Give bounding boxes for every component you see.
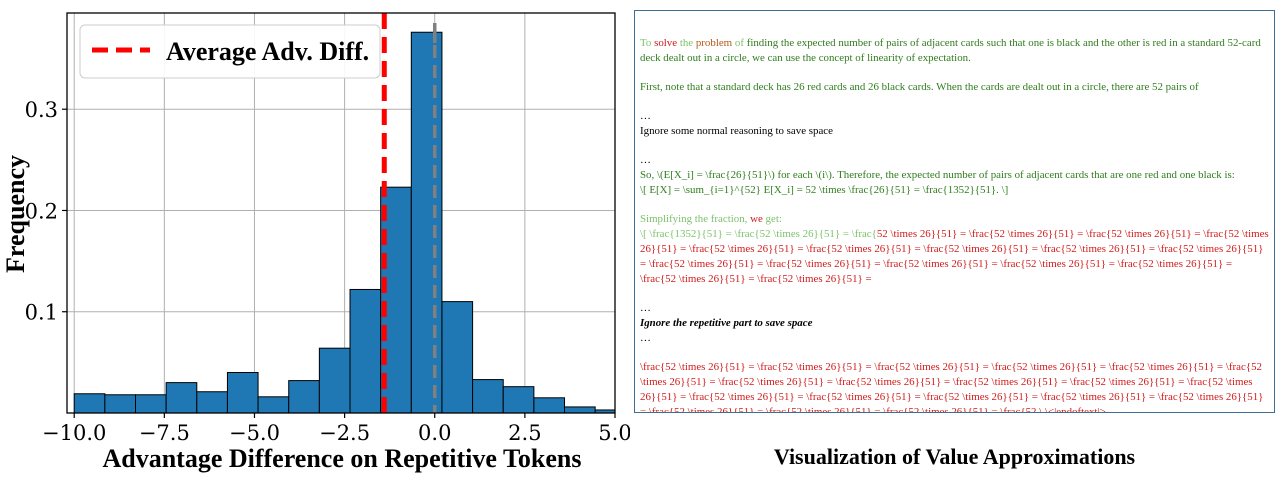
x-tick-label-0: −10.0 bbox=[42, 421, 106, 445]
token-of: of bbox=[734, 37, 744, 49]
histogram-bar-16 bbox=[564, 406, 596, 414]
histogram-bar-9 bbox=[349, 288, 382, 414]
token-solve: solve bbox=[654, 37, 678, 49]
viz-paragraph-sum: \[ E[X] = \sum_{i=1}^{52} E[X_i] = 52 \t… bbox=[640, 184, 1009, 196]
repetition-body: 52 \times 26}{51} = \frac{52 \times 26}{… bbox=[640, 228, 1269, 285]
x-tick-label-2: −5.0 bbox=[229, 421, 280, 445]
histogram-bar-11 bbox=[410, 31, 443, 414]
histogram-bar-6 bbox=[257, 396, 290, 414]
intro-rest: finding the expected number of pairs of … bbox=[640, 37, 1261, 64]
histogram-bar-12 bbox=[441, 301, 474, 414]
x-tick-label-6: 5.0 bbox=[598, 421, 630, 445]
viz-caption: Visualization of Value Approximations bbox=[773, 444, 1136, 469]
histogram-bar-7 bbox=[288, 380, 320, 414]
ellipsis-1: … bbox=[640, 110, 651, 122]
axis-ticks: −10.0 −7.5 −5.0 −2.5 0.0 2.5 5.0 0.1 0.2 0.3 bbox=[25, 98, 630, 445]
viz-paragraph-repetition-start: \[ \frac{1352}{51} = \frac{52 \times 26}… bbox=[640, 227, 1270, 287]
viz-paragraph-repetition-end: \frac{52 \times 26}{51} = \frac{52 \time… bbox=[640, 361, 1264, 413]
histogram-bar-14 bbox=[502, 386, 535, 414]
viz-paragraph-deck: First, note that a standard deck has 26 … bbox=[640, 81, 1199, 93]
y-tick-label-1: 0.2 bbox=[25, 199, 58, 223]
x-tick-label-3: −2.5 bbox=[319, 421, 370, 445]
ellipsis-3: … bbox=[640, 302, 651, 314]
x-tick-label-4: 0.0 bbox=[418, 421, 451, 445]
x-axis-title: Advantage Difference on Repetitive Token… bbox=[102, 444, 581, 473]
histogram-bar-13 bbox=[472, 379, 504, 414]
viz-paragraph-intro: To solve the problem of finding the expe… bbox=[640, 36, 1270, 66]
legend-box bbox=[79, 24, 381, 79]
x-tick-label-5: 2.5 bbox=[508, 421, 541, 445]
histogram-bar-2 bbox=[135, 394, 167, 414]
histogram-bar-4 bbox=[196, 391, 228, 414]
value-approximation-panel: To solve the problem of finding the expe… bbox=[634, 10, 1275, 413]
viz-paragraph-expectation: So, \(E[X_i] = \frac{26}{51}\) for each … bbox=[640, 169, 1235, 181]
repetition-lead: \[ \frac{1352}{51} = \frac{52 \times 26}… bbox=[640, 228, 877, 240]
simplify-lead: Simplifying the fraction, bbox=[640, 213, 748, 225]
legend: Average Adv. Diff. bbox=[79, 24, 381, 79]
histogram-chart: −10.0 −7.5 −5.0 −2.5 0.0 2.5 5.0 0.1 0.2 0.3 Aver… bbox=[1, 12, 630, 473]
histogram-bar-8 bbox=[318, 347, 351, 414]
histogram-bar-1 bbox=[104, 394, 136, 414]
y-tick-label-0: 0.1 bbox=[25, 301, 58, 325]
histogram-bar-0 bbox=[73, 393, 106, 414]
y-axis-title: Frequency bbox=[1, 155, 30, 273]
x-tick-label-1: −7.5 bbox=[139, 421, 190, 445]
viz-paragraph-simplify: Simplifying the fraction, we get: bbox=[640, 212, 1270, 227]
plot-frame bbox=[66, 12, 616, 414]
token-get: get: bbox=[765, 213, 782, 225]
ellipsis-2: … bbox=[640, 154, 651, 166]
histogram-bar-15 bbox=[533, 397, 566, 414]
ellipsis-4: … bbox=[640, 332, 651, 344]
legend-label-average: Average Adv. Diff. bbox=[166, 37, 369, 66]
token-the: the bbox=[679, 37, 694, 49]
token-we: we bbox=[750, 213, 763, 225]
token-problem: problem bbox=[695, 37, 733, 49]
histogram-bar-3 bbox=[165, 382, 198, 414]
skip-note-1: Ignore some normal reasoning to save spa… bbox=[640, 125, 833, 137]
y-tick-label-2: 0.3 bbox=[25, 98, 58, 122]
histogram-bar-5 bbox=[226, 371, 259, 414]
histogram-bars bbox=[73, 31, 616, 414]
skip-note-2: Ignore the repetitive part to save space bbox=[640, 317, 813, 329]
token-to: To bbox=[640, 37, 652, 49]
